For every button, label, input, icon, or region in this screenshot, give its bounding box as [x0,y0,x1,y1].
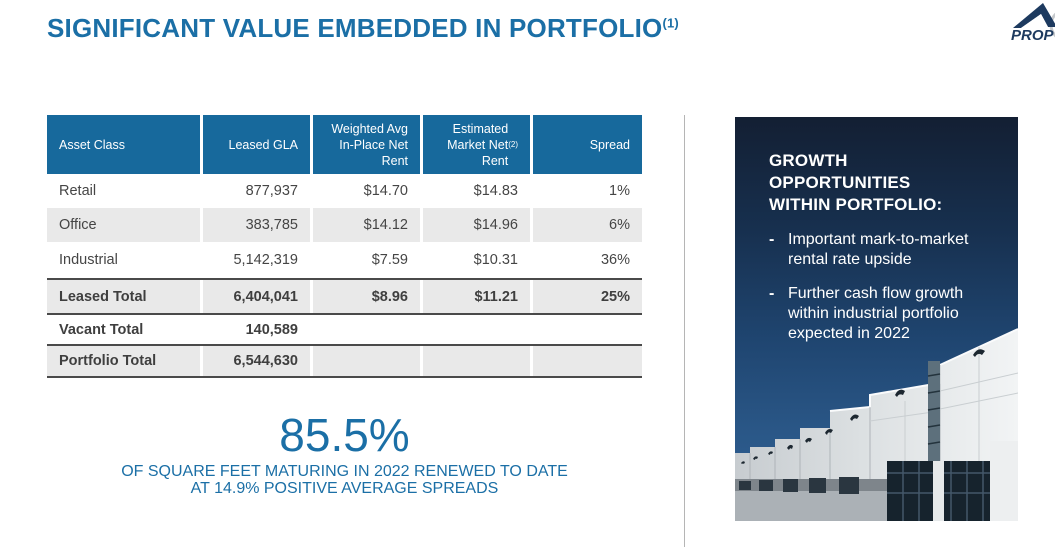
in-place-rent-cell: $14.70 [313,174,420,208]
dash-bullet-icon: - [769,231,775,248]
spread-cell: 1% [533,174,642,208]
in-place-rent-cell: $7.59 [313,242,420,278]
table-row-vacant-total: Vacant Total 140,589 [47,313,642,344]
industrial-building-photo [735,328,1018,521]
title-footnote-marker: (1) [662,15,679,31]
panel-bullet-2-text: Further cash flow growth within industri… [788,285,964,342]
table-header-row: Asset Class Leased GLA Weighted Avg In-P… [47,115,642,174]
market-rent-cell [423,315,530,344]
table-row-industrial: Industrial 5,142,319 $7.59 $10.31 36% [47,242,642,278]
asset-class-cell: Portfolio Total [47,346,200,376]
leased-gla-cell: 6,404,041 [203,280,310,313]
col-header-asset-class: Asset Class [47,115,200,174]
table-row-office: Office 383,785 $14.12 $14.96 6% [47,208,642,242]
in-place-rent-cell [313,315,420,344]
market-rent-cell: $10.31 [423,242,530,278]
spread-cell: 36% [533,242,642,278]
spread-cell: 6% [533,208,642,242]
col-header-spread: Spread [533,115,642,174]
asset-class-cell: Industrial [47,242,200,278]
renewal-stat-value: 85.5% [279,409,410,461]
col-header-leased-gla: Leased GLA [203,115,310,174]
market-rent-cell: $11.21 [423,280,530,313]
market-rent-cell: $14.96 [423,208,530,242]
logo-arrow-icon: PROP [1011,3,1055,44]
market-rent-cell [423,346,530,376]
in-place-rent-cell: $14.12 [313,208,420,242]
renewal-stat-line1: OF SQUARE FEET MATURING IN 2022 RENEWED … [121,463,568,480]
asset-class-cell: Leased Total [47,280,200,313]
leased-gla-cell: 140,589 [203,315,310,344]
col-header-in-place-rent: Weighted Avg In-Place Net Rent [313,115,420,174]
market-rent-cell: $14.83 [423,174,530,208]
spread-cell [533,346,642,376]
spread-cell [533,315,642,344]
renewal-stat-callout: 85.5% OF SQUARE FEET MATURING IN 2022 RE… [47,412,642,498]
spread-cell: 25% [533,280,642,313]
leased-gla-cell: 6,544,630 [203,346,310,376]
vertical-divider [684,115,685,547]
in-place-rent-cell: $8.96 [313,280,420,313]
panel-text-block: GROWTH OPPORTUNITIES WITHIN PORTFOLIO: -… [769,150,997,344]
panel-bullet-1-text: Important mark-to-market rental rate ups… [788,231,969,268]
asset-class-cell: Office [47,208,200,242]
growth-opportunities-panel: GROWTH OPPORTUNITIES WITHIN PORTFOLIO: -… [735,117,1018,521]
panel-heading: GROWTH OPPORTUNITIES WITHIN PORTFOLIO: [769,151,943,214]
renewal-stat-line2: AT 14.9% POSITIVE AVERAGE SPREADS [190,480,499,498]
page-title: SIGNIFICANT VALUE EMBEDDED IN PORTFOLIO(… [47,13,679,44]
table-row-leased-total: Leased Total 6,404,041 $8.96 $11.21 25% [47,278,642,313]
leased-gla-cell: 5,142,319 [203,242,310,278]
in-place-rent-cell [313,346,420,376]
panel-bullet-2: - Further cash flow growth within indust… [769,284,997,344]
logo-text: PROP [1011,27,1055,44]
table-row-retail: Retail 877,937 $14.70 $14.83 1% [47,174,642,208]
dash-bullet-icon: - [769,285,775,302]
asset-class-cell: Retail [47,174,200,208]
leased-gla-cell: 383,785 [203,208,310,242]
asset-class-cell: Vacant Total [47,315,200,344]
market-rent-footnote-marker: (2) [508,139,518,149]
company-logo: PROP [1011,0,1055,46]
page-title-text: SIGNIFICANT VALUE EMBEDDED IN PORTFOLIO [47,13,663,43]
leased-gla-cell: 877,937 [203,174,310,208]
col-header-market-rent: Estimated Market Net Rent (2) [423,115,530,174]
asset-class-table: Asset Class Leased GLA Weighted Avg In-P… [47,115,642,378]
panel-bullet-1: - Important mark-to-market rental rate u… [769,230,997,270]
table-row-portfolio-total: Portfolio Total 6,544,630 [47,344,642,378]
